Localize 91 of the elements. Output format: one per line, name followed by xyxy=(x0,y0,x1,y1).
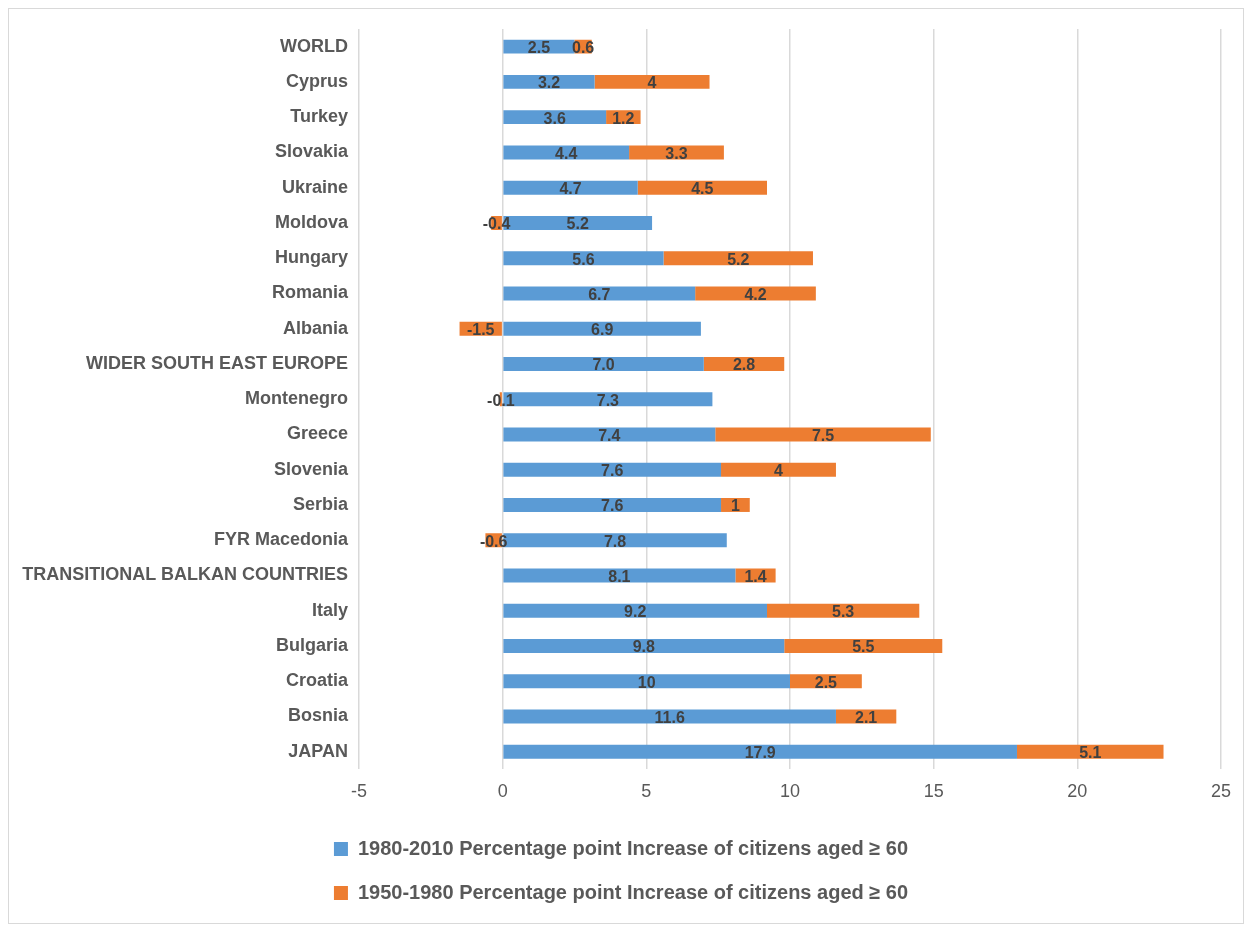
x-tick-label: 20 xyxy=(1067,781,1088,802)
bar xyxy=(637,180,767,195)
x-tick-label: 15 xyxy=(923,781,944,802)
legend-label: 1950-1980 Percentage point Increase of citizens aged ≥ 60 xyxy=(357,880,909,903)
data-label: 3.6 xyxy=(543,109,566,127)
bar xyxy=(503,251,664,266)
y-tick-label: JAPAN xyxy=(288,740,348,761)
data-label: 2.5 xyxy=(527,39,551,57)
data-label: 5.2 xyxy=(566,215,589,233)
y-tick-label: Ukraine xyxy=(281,176,348,197)
bar xyxy=(503,603,767,618)
bar xyxy=(503,639,785,653)
x-tick-label: -5 xyxy=(350,781,367,802)
bar xyxy=(503,674,790,689)
bar xyxy=(721,462,836,477)
bar xyxy=(503,427,716,442)
y-tick-label: Bulgaria xyxy=(275,634,349,655)
data-label: 4.7 xyxy=(559,180,582,198)
data-label: 17.9 xyxy=(744,744,776,762)
data-label: 7.0 xyxy=(592,356,615,374)
y-tick-label: Bosnia xyxy=(287,705,349,726)
bar xyxy=(767,603,920,618)
x-tick-label: 0 xyxy=(497,781,508,802)
bar xyxy=(503,462,722,477)
bar xyxy=(594,74,710,89)
data-label: 7.6 xyxy=(601,497,624,515)
data-label: 7.4 xyxy=(598,426,621,444)
y-tick-label: Montenegro xyxy=(244,388,348,409)
data-label: 5.5 xyxy=(852,638,875,656)
y-tick-label: Croatia xyxy=(285,670,349,691)
data-label: 5.6 xyxy=(572,250,595,268)
bar xyxy=(715,427,931,442)
x-tick-label: 25 xyxy=(1210,781,1231,802)
x-tick-label: 10 xyxy=(779,781,800,802)
data-label: 3.3 xyxy=(665,144,688,162)
y-tick-label: Hungary xyxy=(274,247,348,268)
bar xyxy=(503,321,701,336)
bar xyxy=(503,497,722,512)
y-tick-label: Cyprus xyxy=(285,70,348,91)
data-label: 1.4 xyxy=(744,567,767,585)
y-tick-label: Slovenia xyxy=(273,458,349,479)
y-tick-label: Moldova xyxy=(274,211,349,232)
data-label: 4 xyxy=(774,462,784,480)
y-tick-label: Albania xyxy=(282,317,349,338)
y-tick-label: Slovakia xyxy=(274,141,349,162)
y-tick-label: Italy xyxy=(311,599,348,620)
data-label: 5.1 xyxy=(1079,744,1102,762)
bar xyxy=(503,286,696,301)
data-label: 7.3 xyxy=(596,391,620,409)
data-label: 6.7 xyxy=(588,285,611,303)
x-tick-label: 5 xyxy=(641,781,652,802)
data-label: 7.6 xyxy=(601,462,624,480)
bar xyxy=(695,286,816,301)
data-label: 4.4 xyxy=(555,144,578,162)
bar xyxy=(1016,744,1164,759)
data-label: 2.5 xyxy=(814,673,838,691)
data-label: 5.3 xyxy=(832,603,855,621)
y-tick-label: Serbia xyxy=(292,493,349,514)
data-label: 2.1 xyxy=(855,708,878,726)
y-tick-label: TRANSITIONAL BALKAN COUNTRIES xyxy=(22,564,348,585)
y-tick-label: Turkey xyxy=(290,106,348,127)
data-label: 3.2 xyxy=(537,74,561,92)
data-label: 7.8 xyxy=(603,532,627,550)
y-tick-label: WIDER SOUTH EAST EUROPE xyxy=(85,352,348,373)
data-label: 6.9 xyxy=(591,321,614,339)
legend-label: 1980-2010 Percentage point Increase of citizens aged ≥ 60 xyxy=(357,836,909,859)
bar xyxy=(503,744,1017,759)
data-label: 8.1 xyxy=(608,567,631,585)
data-label: 11.6 xyxy=(654,708,685,726)
data-label: 1 xyxy=(730,497,740,515)
bar xyxy=(503,180,638,195)
data-label: 4.5 xyxy=(691,180,714,198)
y-tick-label: FYR Macedonia xyxy=(213,529,349,550)
data-label: 4 xyxy=(647,74,657,92)
bar xyxy=(503,356,704,371)
bar xyxy=(663,251,813,266)
data-label: 2.8 xyxy=(732,356,756,374)
data-label: 5.2 xyxy=(727,250,750,268)
y-tick-label: Romania xyxy=(271,282,349,303)
data-label: -1.5 xyxy=(466,321,495,339)
data-label: 9.8 xyxy=(632,638,656,656)
y-tick-label: Greece xyxy=(286,423,348,444)
data-label: 7.5 xyxy=(811,426,835,444)
data-label: 4.2 xyxy=(744,285,767,303)
data-label: 1.2 xyxy=(612,109,635,127)
data-label: 9.2 xyxy=(624,603,647,621)
bar xyxy=(503,145,630,160)
y-tick-label: WORLD xyxy=(280,35,348,56)
bar xyxy=(784,639,943,653)
data-label: 10 xyxy=(637,673,656,691)
data-label: -0.4 xyxy=(482,215,511,233)
